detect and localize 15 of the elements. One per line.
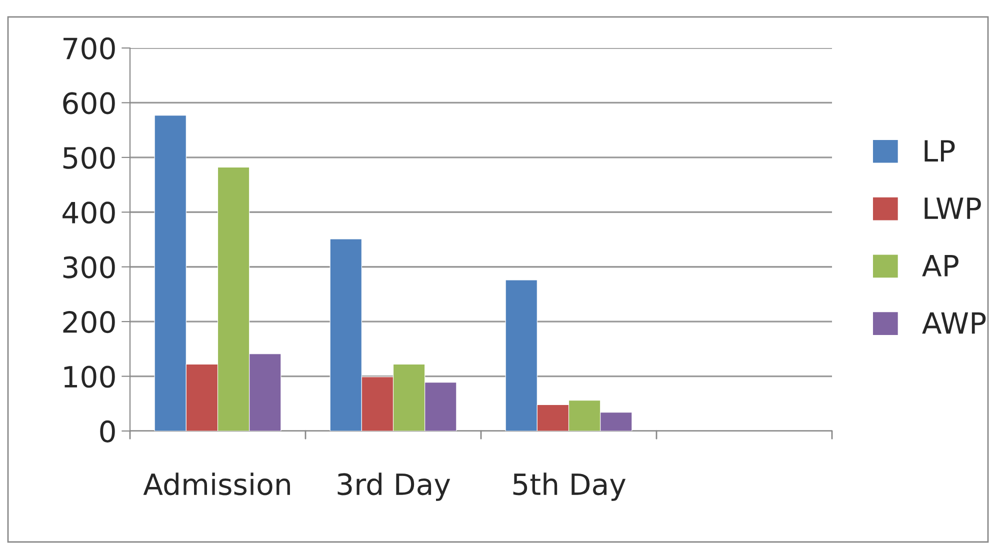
legend-label: AP	[922, 254, 958, 276]
y-tick-label: 700	[64, 37, 115, 60]
x-tick-label: Admission	[143, 472, 290, 496]
y-tick-label: 400	[62, 202, 115, 224]
y-tick-label: 100	[64, 366, 115, 388]
x-tick-label: 3rd Day	[338, 472, 450, 501]
y-tick-label: 300	[63, 256, 115, 278]
y-tick-label: 0	[100, 420, 115, 442]
y-tick-label: 200	[63, 311, 115, 334]
legend-label: AWP	[922, 312, 986, 334]
y-tick-label: 500	[63, 146, 115, 169]
legend-label: LP	[924, 140, 955, 162]
legend-label: LWP	[924, 198, 981, 219]
x-tick-label: 5th Day	[513, 472, 626, 501]
y-tick-label: 600	[63, 92, 115, 114]
